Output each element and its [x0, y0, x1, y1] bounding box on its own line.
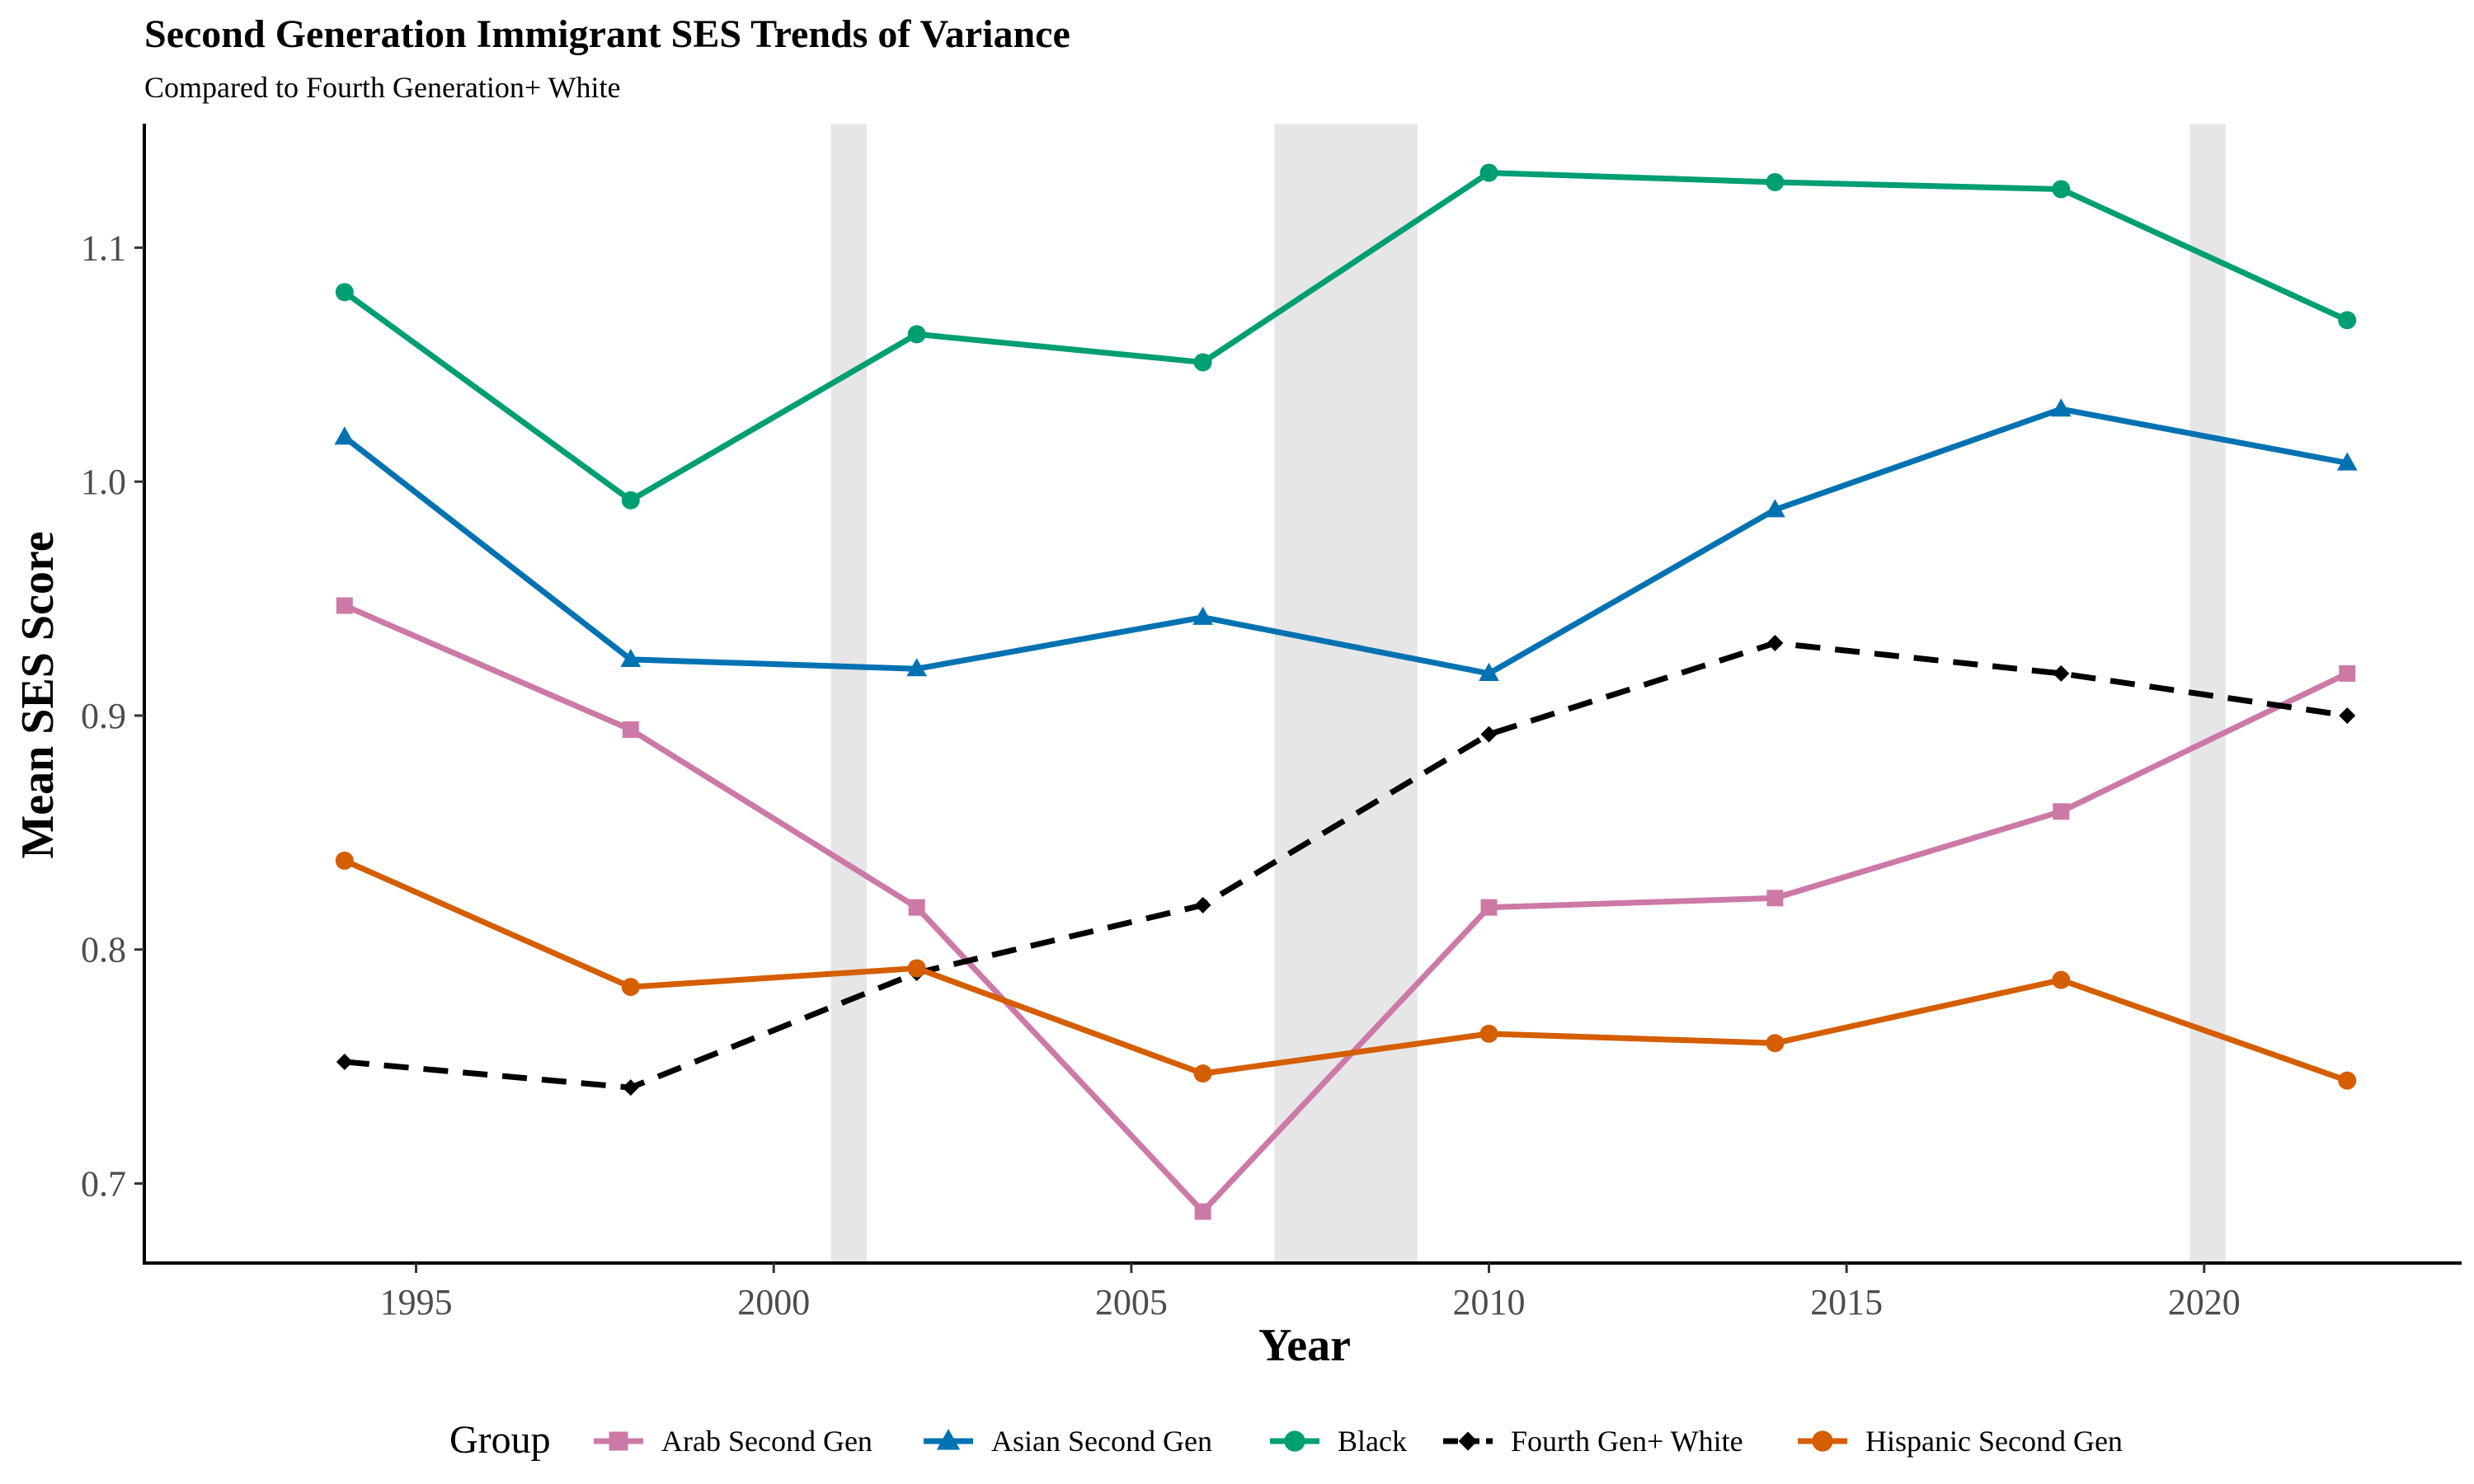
- series-line-arab-second-gen: [343, 603, 2349, 1215]
- data-point-asian-second-gen: [334, 426, 355, 445]
- x-tick-label: 2020: [2168, 1282, 2241, 1322]
- legend-swatch-marker: [1284, 1430, 1305, 1452]
- data-point-fourth-gen-white: [2339, 707, 2356, 724]
- chart-subtitle: Compared to Fourth Generation+ White: [144, 71, 621, 104]
- legend-label: Fourth Gen+ White: [1511, 1425, 1743, 1458]
- data-point-fourth-gen-white: [1194, 896, 1211, 913]
- legend-item-asian-second-gen: Asian Second Gen: [924, 1425, 1212, 1458]
- series-markers: [334, 163, 2358, 1220]
- legend-item-hispanic-second-gen: Hispanic Second Gen: [1798, 1425, 2123, 1458]
- series-line-black: [342, 170, 2349, 504]
- data-point-hispanic-second-gen: [1193, 1064, 1212, 1083]
- legend: Group Arab Second Gen Asian Second Gen Bla…: [449, 1418, 2123, 1462]
- data-point-hispanic-second-gen: [1766, 1034, 1785, 1053]
- data-point-asian-second-gen: [1479, 662, 1499, 681]
- data-point-asian-second-gen: [906, 658, 928, 677]
- data-point-black: [907, 325, 926, 344]
- data-point-black: [2338, 311, 2357, 330]
- legend-label: Arab Second Gen: [661, 1425, 872, 1458]
- data-point-arab-second-gen: [1194, 1203, 1211, 1220]
- x-tick-label: 2010: [1452, 1282, 1525, 1322]
- data-point-black: [1766, 172, 1785, 191]
- series-line-fourth-gen-white: [344, 640, 2348, 1091]
- data-point-fourth-gen-white: [622, 1079, 639, 1097]
- shaded-periods: [830, 124, 2226, 1263]
- series-lines: [342, 170, 2349, 1215]
- data-point-asian-second-gen: [1192, 606, 1213, 625]
- x-tick-label: 1995: [380, 1282, 453, 1322]
- data-point-black: [621, 491, 640, 510]
- data-point-black: [335, 283, 354, 302]
- data-point-hispanic-second-gen: [2338, 1071, 2357, 1090]
- data-point-arab-second-gen: [1766, 890, 1784, 907]
- data-point-hispanic-second-gen: [621, 978, 640, 997]
- data-point-fourth-gen-white: [2053, 665, 2070, 682]
- data-point-arab-second-gen: [2053, 803, 2070, 820]
- data-point-arab-second-gen: [622, 721, 639, 738]
- legend-item-black: Black: [1270, 1425, 1407, 1458]
- data-point-hispanic-second-gen: [335, 851, 354, 870]
- y-tick-label: 0.7: [81, 1164, 126, 1205]
- data-point-hispanic-second-gen: [1479, 1024, 1498, 1043]
- data-point-fourth-gen-white: [1480, 726, 1498, 743]
- x-axis-title: Year: [1258, 1320, 1351, 1371]
- data-point-arab-second-gen: [2339, 665, 2356, 682]
- data-point-asian-second-gen: [1765, 499, 1785, 518]
- data-point-hispanic-second-gen: [907, 959, 926, 978]
- chart-title: Second Generation Immigrant SES Trends o…: [144, 12, 1070, 56]
- y-tick-label: 0.9: [81, 696, 126, 736]
- shaded-period-1: [830, 124, 867, 1263]
- legend-swatch-marker: [1812, 1430, 1833, 1452]
- y-axis-ticks: 0.7 0.8 0.9 1.0 1.1: [81, 228, 144, 1205]
- data-point-black: [2052, 180, 2071, 199]
- data-point-black: [1479, 163, 1498, 182]
- legend-label: Asian Second Gen: [991, 1425, 1212, 1458]
- legend-label: Black: [1338, 1425, 1407, 1458]
- legend-items: Arab Second Gen Asian Second Gen Black Four…: [594, 1425, 2123, 1458]
- data-point-hispanic-second-gen: [2052, 970, 2071, 989]
- legend-item-fourth-gen-white: Fourth Gen+ White: [1443, 1425, 1743, 1458]
- data-point-arab-second-gen: [908, 899, 925, 916]
- x-axis-ticks: 1995 2000 2005 2010 2015 2020: [380, 1263, 2241, 1322]
- data-point-arab-second-gen: [1480, 899, 1498, 916]
- legend-label: Hispanic Second Gen: [1865, 1425, 2123, 1458]
- data-point-asian-second-gen: [620, 648, 642, 667]
- data-point-black: [1193, 353, 1212, 372]
- data-point-asian-second-gen: [2336, 452, 2358, 471]
- series-line-hispanic-second-gen: [343, 857, 2349, 1083]
- legend-swatch-marker: [609, 1431, 628, 1451]
- legend-title: Group: [449, 1418, 551, 1462]
- y-tick-label: 1.1: [81, 228, 126, 268]
- y-tick-label: 1.0: [81, 462, 126, 502]
- y-tick-label: 0.8: [81, 930, 126, 970]
- data-point-asian-second-gen: [2050, 398, 2072, 417]
- legend-swatch-marker: [1458, 1431, 1478, 1451]
- legend-item-arab-second-gen: Arab Second Gen: [594, 1425, 872, 1458]
- data-point-fourth-gen-white: [1766, 634, 1784, 651]
- shaded-period-2: [1274, 124, 1418, 1263]
- x-tick-label: 2000: [737, 1282, 810, 1322]
- data-point-arab-second-gen: [336, 597, 353, 614]
- data-point-fourth-gen-white: [336, 1053, 353, 1070]
- x-tick-label: 2015: [1810, 1282, 1883, 1322]
- legend-swatch-marker: [936, 1429, 961, 1450]
- series-line-asian-second-gen: [342, 406, 2348, 677]
- x-tick-label: 2005: [1095, 1282, 1168, 1322]
- y-axis-title: Mean SES Score: [12, 531, 63, 858]
